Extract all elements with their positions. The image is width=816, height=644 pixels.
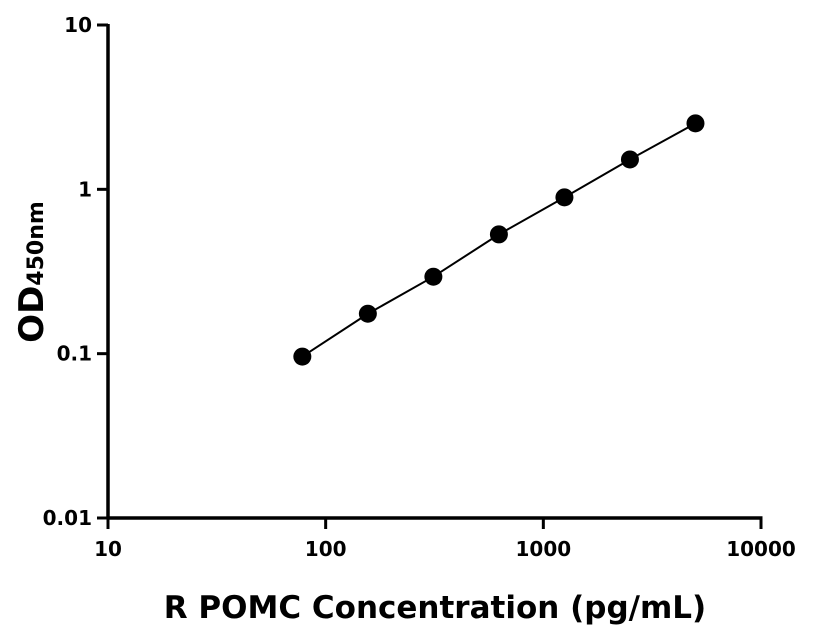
data-point: [358, 304, 377, 323]
x-tick-label: 10: [94, 537, 122, 561]
data-point: [424, 267, 443, 286]
axes: 10 100 1000 10000 0.01 0.1 1 10: [43, 13, 796, 561]
data-point: [686, 114, 705, 133]
data-points: [293, 114, 705, 366]
y-axis-label: OD450nm: [12, 201, 52, 343]
data-point: [489, 225, 508, 244]
y-axis-label-main: OD: [12, 286, 52, 343]
y-tick-label: 10: [64, 13, 92, 37]
x-tick-label: 100: [305, 537, 347, 561]
data-point: [293, 347, 312, 366]
y-tick-label: 0.01: [43, 506, 92, 530]
data-point: [555, 188, 574, 207]
data-point: [620, 150, 639, 169]
x-axis-label: R POMC Concentration (pg/mL): [164, 590, 706, 626]
y-tick-label: 1: [78, 177, 92, 201]
y-tick-label: 0.1: [57, 342, 92, 366]
x-tick-label: 10000: [726, 537, 796, 561]
x-tick-label: 1000: [515, 537, 571, 561]
y-axis-label-sub: 450nm: [24, 201, 49, 286]
